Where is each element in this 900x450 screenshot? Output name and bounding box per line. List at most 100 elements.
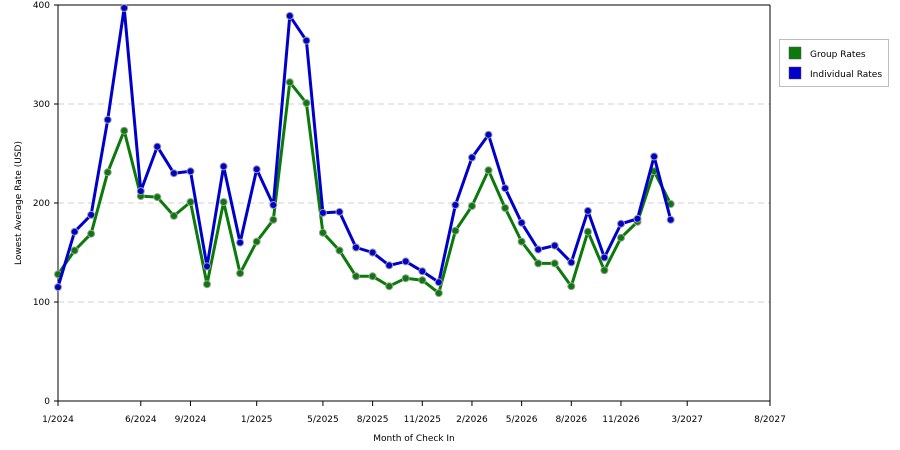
x-tick-label: 8/2025 — [357, 415, 389, 425]
data-point — [352, 243, 360, 252]
data-point — [501, 184, 510, 193]
data-point — [87, 229, 96, 238]
y-tick-label: 200 — [33, 199, 50, 209]
data-point — [534, 245, 543, 254]
data-point — [401, 274, 410, 283]
y-axis-title: Lowest Average Rate (USD) — [14, 141, 24, 265]
data-point — [368, 248, 377, 257]
data-point — [269, 215, 278, 224]
data-point — [617, 219, 625, 228]
data-point — [103, 115, 112, 124]
data-point — [484, 130, 493, 139]
data-point — [434, 278, 443, 287]
series-individual-rates — [54, 4, 675, 292]
data-point — [600, 266, 609, 275]
data-point — [567, 282, 576, 291]
data-point — [120, 126, 129, 135]
x-axis-title: Month of Check In — [373, 434, 455, 444]
data-point — [54, 283, 62, 292]
data-point — [318, 208, 327, 217]
data-point — [236, 238, 245, 247]
data-point — [451, 226, 460, 235]
data-point — [203, 262, 211, 271]
x-tick-label: 3/2027 — [671, 415, 703, 425]
legend: Group Rates Individual Rates — [779, 39, 889, 87]
data-point — [385, 282, 394, 291]
data-point — [583, 227, 592, 236]
data-point — [153, 142, 162, 151]
data-point — [600, 253, 609, 262]
data-point — [103, 168, 112, 177]
data-point — [484, 166, 493, 175]
data-point — [302, 99, 311, 107]
x-tick-label: 5/2026 — [506, 415, 538, 425]
data-point — [169, 211, 178, 220]
legend-swatch — [788, 46, 802, 60]
data-point — [666, 215, 675, 224]
x-tick-label: 9/2024 — [175, 415, 207, 425]
data-point — [418, 276, 427, 285]
data-point — [517, 237, 526, 246]
axes — [54, 4, 771, 406]
series-line — [56, 6, 673, 288]
x-tick-label: 8/2026 — [555, 415, 587, 425]
data-point — [252, 165, 261, 174]
data-point — [335, 246, 344, 255]
data-point — [136, 187, 145, 196]
x-tick-label: 2/2026 — [456, 415, 488, 425]
data-point — [70, 227, 79, 236]
series-line — [56, 80, 673, 295]
x-tick-label: 1/2025 — [241, 415, 273, 425]
x-tick-label: 11/2025 — [404, 415, 441, 425]
grid-lines — [58, 103, 770, 303]
y-tick-label: 0 — [44, 397, 50, 407]
legend-label: Group Rates — [810, 50, 866, 60]
series-lines — [54, 4, 675, 298]
series-group-rates — [54, 78, 675, 298]
data-point — [120, 4, 129, 12]
data-point — [434, 289, 443, 298]
data-point — [335, 207, 344, 216]
data-point — [401, 257, 410, 266]
data-point — [650, 152, 659, 161]
data-point — [219, 162, 228, 171]
data-point — [385, 261, 394, 270]
data-point — [550, 241, 559, 250]
x-tick-label: 8/2027 — [754, 415, 786, 425]
data-point — [517, 218, 526, 227]
data-point — [617, 233, 625, 242]
data-point — [550, 259, 559, 268]
data-point — [451, 201, 460, 209]
data-point — [252, 237, 261, 246]
data-point — [169, 169, 178, 178]
data-point — [567, 258, 576, 267]
y-tick-label: 400 — [33, 1, 50, 11]
y-tick-label: 100 — [33, 298, 50, 308]
y-tick-label: 300 — [33, 100, 50, 110]
data-point — [368, 272, 377, 281]
data-point — [269, 201, 278, 209]
data-point — [236, 269, 245, 278]
data-point — [418, 267, 427, 276]
legend-swatch — [788, 66, 802, 80]
data-point — [302, 36, 311, 45]
x-tick-label: 5/2025 — [307, 415, 339, 425]
data-point — [219, 198, 228, 206]
data-point — [87, 210, 96, 219]
x-tick-label: 11/2026 — [602, 415, 640, 425]
data-point — [534, 259, 543, 268]
x-tick-label: 6/2024 — [125, 415, 157, 425]
data-point — [318, 228, 327, 237]
data-point — [186, 167, 195, 176]
data-point — [352, 272, 360, 281]
data-point — [501, 204, 510, 212]
data-point — [70, 246, 79, 255]
data-point — [186, 198, 195, 206]
data-point — [153, 193, 162, 202]
data-point — [468, 153, 476, 162]
data-point — [583, 206, 592, 215]
tick-labels: 0 100 200 300 400 1/2024 6/2024 9/2024 1/2025 5/2… — [33, 1, 786, 425]
x-tick-label: 1/2024 — [42, 415, 74, 425]
data-point — [285, 11, 294, 20]
